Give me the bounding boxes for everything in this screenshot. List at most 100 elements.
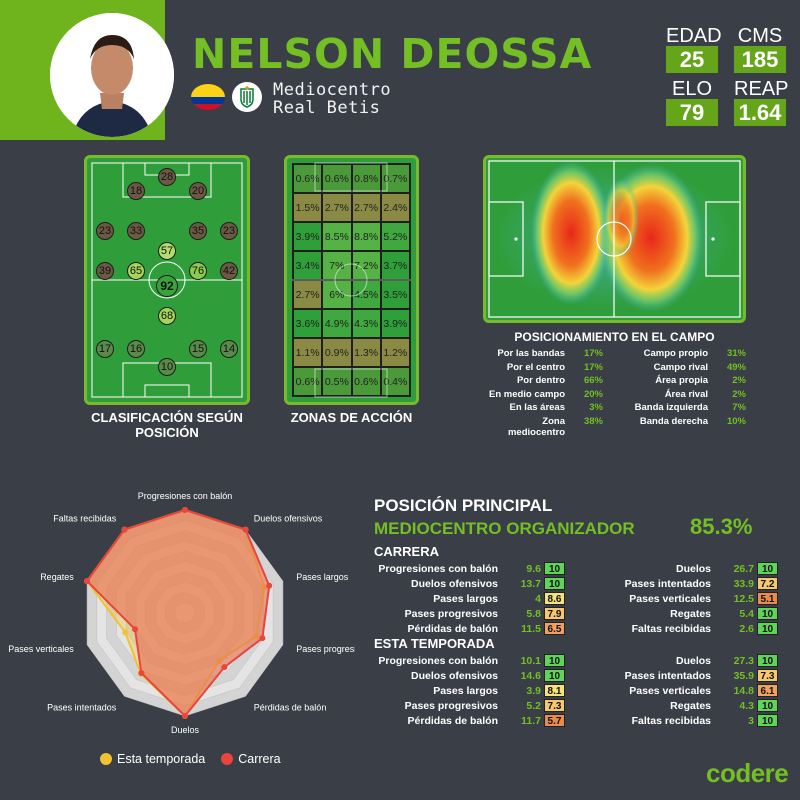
zone-cell: 4.5% bbox=[351, 280, 381, 309]
zone-cell: 4.9% bbox=[322, 309, 352, 338]
stat-value-age: 25 bbox=[666, 46, 718, 73]
positioning-label: Banda derecha bbox=[639, 415, 708, 427]
metric-row: Regates 4.3 10 bbox=[568, 698, 798, 713]
position-node: 10 bbox=[158, 358, 176, 376]
zone-cell: 3.9% bbox=[293, 222, 323, 251]
radar-axis-label: Pases verticales bbox=[8, 644, 74, 654]
positioning-row: Campo rival 49% bbox=[618, 362, 753, 376]
zone-cell: 7% bbox=[322, 251, 352, 280]
positioning-title: POSICIONAMIENTO EN EL CAMPO bbox=[514, 330, 715, 344]
metric-score: 7.3 bbox=[757, 669, 778, 682]
metric-score: 10 bbox=[757, 622, 778, 635]
metric-row: Progresiones con balón 9.6 10 bbox=[338, 561, 568, 576]
positioning-value: 20% bbox=[583, 388, 603, 400]
classification-pitch: 28 18 20 23 33 35 23 57 39 65 92 76 42 68 17 16 15 14 10 bbox=[84, 155, 250, 405]
zone-cell: 0.5% bbox=[322, 367, 352, 396]
positioning-label: Banda izquierda bbox=[634, 402, 708, 414]
radar-career-series-point bbox=[132, 626, 139, 633]
radar-axis-label: Faltas recibidas bbox=[53, 513, 117, 523]
positioning-row: Zona mediocentro 38% bbox=[483, 416, 618, 438]
metric-name: Regates bbox=[670, 699, 711, 712]
metric-score: 5.1 bbox=[757, 592, 778, 605]
metric-row: Duelos 26.7 10 bbox=[568, 561, 798, 576]
zone-cell: 3.7% bbox=[380, 251, 410, 280]
metric-value: 11.5 bbox=[521, 622, 541, 635]
metric-name: Progresiones con balón bbox=[378, 654, 498, 667]
zone-cell: 0.9% bbox=[322, 338, 352, 367]
metric-score: 10 bbox=[757, 607, 778, 620]
positioning-row: Campo propio 31% bbox=[618, 348, 753, 362]
radar-axis-label: Duelos bbox=[171, 725, 200, 735]
metric-name: Duelos ofensivos bbox=[411, 577, 498, 590]
stat-value-height: 185 bbox=[734, 46, 786, 73]
positioning-label: Por dentro bbox=[516, 375, 565, 387]
radar-career-series-point bbox=[84, 578, 91, 585]
radar-axis-label: Duelos ofensivos bbox=[254, 513, 323, 523]
metric-name: Pases intentados bbox=[624, 669, 711, 682]
radar-career-series-point bbox=[221, 664, 228, 671]
position-node: 57 bbox=[158, 242, 176, 260]
zone-cell: 0.6% bbox=[293, 367, 323, 396]
zone-cell: 0.6% bbox=[322, 164, 352, 193]
metric-score: 6.5 bbox=[544, 622, 565, 635]
metric-row: Pases progresivos 5.8 7.9 bbox=[338, 606, 568, 621]
position-node: 39 bbox=[96, 262, 114, 280]
metric-name: Faltas recibidas bbox=[631, 622, 711, 635]
radar-axis-label: Pérdidas de balón bbox=[254, 703, 327, 713]
metric-score: 8.6 bbox=[544, 592, 565, 605]
metric-name: Regates bbox=[670, 607, 711, 620]
positioning-table: Por las bandas 17% Por el centro 17% Por den… bbox=[483, 348, 753, 438]
zone-cell: 1.2% bbox=[380, 338, 410, 367]
metric-value: 14.6 bbox=[520, 669, 541, 682]
metric-value: 5.4 bbox=[739, 607, 754, 620]
zone-cell: 3.4% bbox=[293, 251, 323, 280]
zone-cell: 0.6% bbox=[351, 367, 381, 396]
metric-score: 10 bbox=[757, 699, 778, 712]
zone-cell: 0.7% bbox=[380, 164, 410, 193]
metric-name: Duelos bbox=[675, 654, 711, 667]
metric-value: 4 bbox=[535, 592, 541, 605]
metric-name: Pases largos bbox=[433, 592, 498, 605]
position-node: 18 bbox=[127, 182, 145, 200]
position-node: 33 bbox=[127, 222, 145, 240]
zone-cell: 8.8% bbox=[351, 222, 381, 251]
metric-row: Faltas recibidas 3 10 bbox=[568, 713, 798, 728]
season-table: Progresiones con balón 10.1 10 Duelos ofens… bbox=[338, 653, 798, 728]
radar-axis-label: Pases progresivos bbox=[296, 644, 355, 654]
positioning-value: 17% bbox=[583, 361, 603, 373]
metric-value: 9.6 bbox=[526, 562, 541, 575]
metric-score: 10 bbox=[757, 654, 778, 667]
metric-name: Pérdidas de balón bbox=[407, 714, 498, 727]
codere-logo: codere bbox=[706, 758, 789, 788]
metric-score: 7.2 bbox=[757, 577, 778, 590]
position-node: 35 bbox=[189, 222, 207, 240]
player-position: Mediocentro bbox=[273, 80, 392, 100]
position-node: 68 bbox=[158, 307, 176, 325]
metric-value: 12.5 bbox=[733, 592, 754, 605]
legend-career-label: Carrera bbox=[238, 752, 281, 766]
metric-name: Pases progresivos bbox=[404, 607, 498, 620]
position-node: 17 bbox=[96, 340, 114, 358]
radar-season-series-point bbox=[122, 629, 129, 636]
positioning-value: 2% bbox=[732, 388, 746, 400]
metric-row: Pases progresivos 5.2 7.3 bbox=[338, 698, 568, 713]
stat-label-elo: ELO bbox=[671, 78, 713, 100]
positioning-label: Área propia bbox=[655, 375, 708, 387]
zone-cell: 4.3% bbox=[351, 309, 381, 338]
metric-score: 6.1 bbox=[757, 684, 778, 697]
positioning-row: Banda izquierda 7% bbox=[618, 402, 753, 416]
zone-cell: 7.2% bbox=[351, 251, 381, 280]
metric-score: 10 bbox=[544, 654, 565, 667]
positioning-label: Por las bandas bbox=[497, 348, 565, 359]
position-node: 14 bbox=[220, 340, 238, 358]
position-node: 42 bbox=[220, 262, 238, 280]
positioning-row: Banda derecha 10% bbox=[618, 416, 753, 430]
metric-value: 10.1 bbox=[520, 654, 541, 667]
metric-name: Pases progresivos bbox=[404, 699, 498, 712]
metric-name: Pases verticales bbox=[629, 592, 711, 605]
main-position-pct: 85.3% bbox=[690, 514, 753, 539]
heatmap-graphic bbox=[486, 158, 743, 320]
metric-value: 11.7 bbox=[521, 714, 541, 727]
zone-cell: 2.7% bbox=[351, 193, 381, 222]
metric-row: Regates 5.4 10 bbox=[568, 606, 798, 621]
